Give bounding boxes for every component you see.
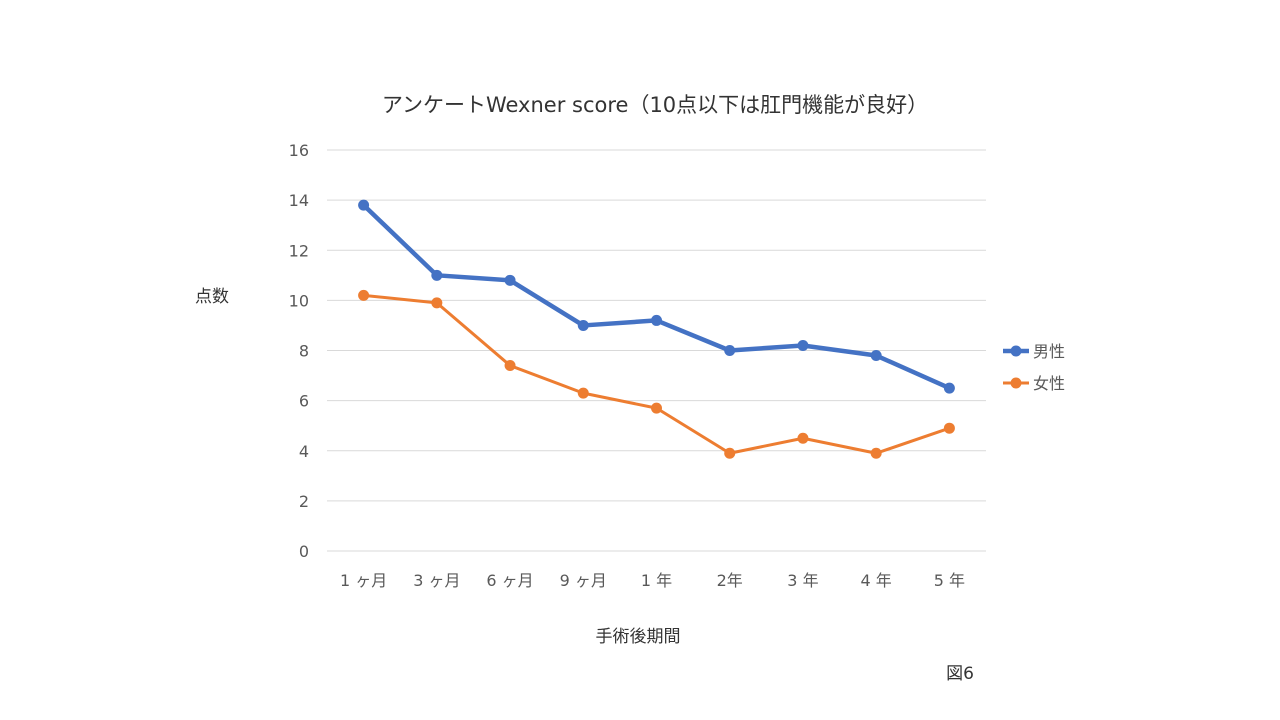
data-point (651, 314, 662, 326)
y-tick-label: 4 (299, 442, 309, 461)
x-tick-label: 3 年 (787, 571, 818, 590)
data-point (797, 339, 809, 351)
y-tick-label: 0 (299, 542, 309, 561)
chart-title: アンケートWexner score（10点以下は肛門機能が良好） (382, 93, 928, 117)
x-tick-label: 4 年 (861, 571, 892, 590)
data-point (943, 422, 955, 434)
data-point (504, 360, 516, 372)
data-point (358, 289, 370, 301)
data-point (870, 350, 882, 362)
y-tick-label: 14 (289, 191, 309, 210)
data-point (504, 274, 516, 286)
x-axis-label: 手術後期間 (596, 627, 681, 647)
data-point (943, 382, 955, 394)
data-point (577, 319, 589, 331)
data-point (724, 345, 736, 356)
data-point (577, 387, 589, 399)
figure-label: 図6 (946, 664, 974, 684)
data-point (358, 199, 370, 211)
y-tick-label: 10 (289, 291, 309, 310)
x-tick-label: 9 ヶ月 (560, 571, 607, 590)
x-axis-ticks: 1 ヶ月 3 ヶ月 6 ヶ月 9 ヶ月 1 年 2年 3 年 4 年 5 年 (340, 571, 965, 590)
x-tick-label: 3 ヶ月 (413, 571, 460, 590)
data-point (870, 447, 882, 459)
series-line (362, 203, 951, 391)
legend-label: 女性 (1033, 374, 1065, 393)
gridlines (327, 149, 986, 552)
data-point (797, 432, 809, 444)
data-point (431, 269, 443, 281)
x-tick-label: 5 年 (934, 571, 965, 590)
y-tick-label: 2 (299, 492, 309, 511)
data-point (724, 447, 736, 459)
x-tick-label: 2年 (717, 571, 743, 590)
legend-label: 男性 (1033, 342, 1065, 361)
series-male (358, 199, 955, 394)
x-tick-label: 1 年 (641, 571, 672, 590)
data-point (651, 402, 662, 414)
legend-marker (1010, 345, 1022, 357)
y-axis-ticks: 0 2 4 6 8 10 12 14 16 (289, 141, 309, 561)
x-tick-label: 1 ヶ月 (340, 571, 387, 590)
y-tick-label: 8 (299, 342, 309, 361)
legend-marker (1010, 377, 1022, 389)
y-axis-label: 点数 (195, 287, 229, 307)
y-tick-label: 12 (289, 241, 309, 260)
x-tick-label: 6 ヶ月 (486, 571, 533, 590)
y-tick-label: 6 (299, 392, 309, 411)
y-tick-label: 16 (289, 141, 309, 160)
series-lines (358, 199, 955, 459)
series-female (358, 289, 955, 459)
data-point (431, 297, 443, 309)
